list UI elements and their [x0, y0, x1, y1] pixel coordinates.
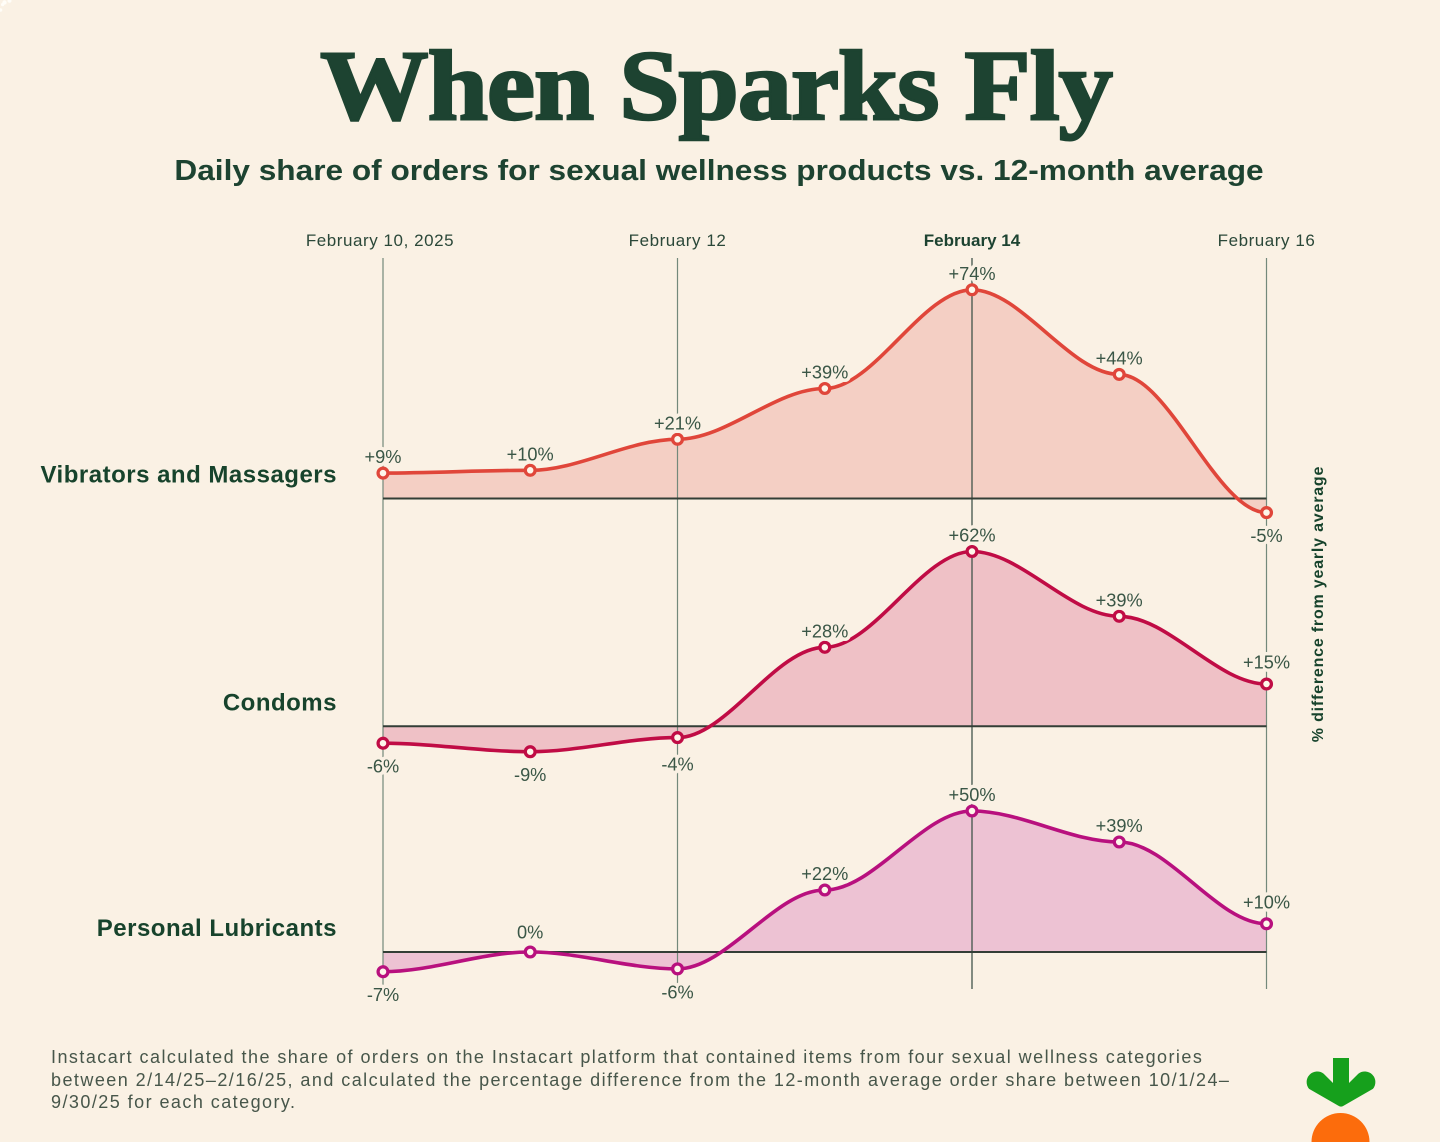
- svg-text:+15%: +15%: [1243, 653, 1290, 673]
- svg-text:+28%: +28%: [801, 621, 848, 641]
- svg-text:+22%: +22%: [801, 864, 848, 884]
- svg-text:+10%: +10%: [1243, 892, 1290, 912]
- svg-text:February 14: February 14: [924, 231, 1021, 250]
- svg-text:Vibrators and Massagers: Vibrators and Massagers: [40, 462, 337, 489]
- svg-text:+21%: +21%: [654, 413, 701, 433]
- svg-text:-6%: -6%: [367, 757, 399, 777]
- svg-text:+39%: +39%: [801, 363, 848, 383]
- svg-text:Personal Lubricants: Personal Lubricants: [97, 915, 337, 942]
- svg-text:-5%: -5%: [1250, 526, 1282, 546]
- svg-text:0%: 0%: [517, 923, 543, 943]
- svg-text:-6%: -6%: [661, 982, 693, 1002]
- svg-text:+39%: +39%: [1096, 816, 1143, 836]
- svg-text:+74%: +74%: [948, 264, 995, 284]
- svg-text:February 10, 2025: February 10, 2025: [306, 231, 454, 250]
- svg-text:Condoms: Condoms: [223, 689, 337, 716]
- svg-text:+44%: +44%: [1096, 348, 1143, 368]
- svg-text:+50%: +50%: [948, 785, 995, 805]
- svg-text:-4%: -4%: [661, 755, 693, 775]
- svg-text:-7%: -7%: [367, 985, 399, 1005]
- svg-text:February 16: February 16: [1218, 231, 1316, 250]
- svg-text:-9%: -9%: [514, 765, 546, 785]
- svg-text:+10%: +10%: [507, 444, 554, 464]
- svg-text:+9%: +9%: [365, 447, 402, 467]
- svg-text:+39%: +39%: [1096, 590, 1143, 610]
- svg-text:+62%: +62%: [948, 526, 995, 546]
- svg-text:February 12: February 12: [629, 231, 727, 250]
- svg-text:% difference from yearly avera: % difference from yearly average: [1310, 466, 1327, 742]
